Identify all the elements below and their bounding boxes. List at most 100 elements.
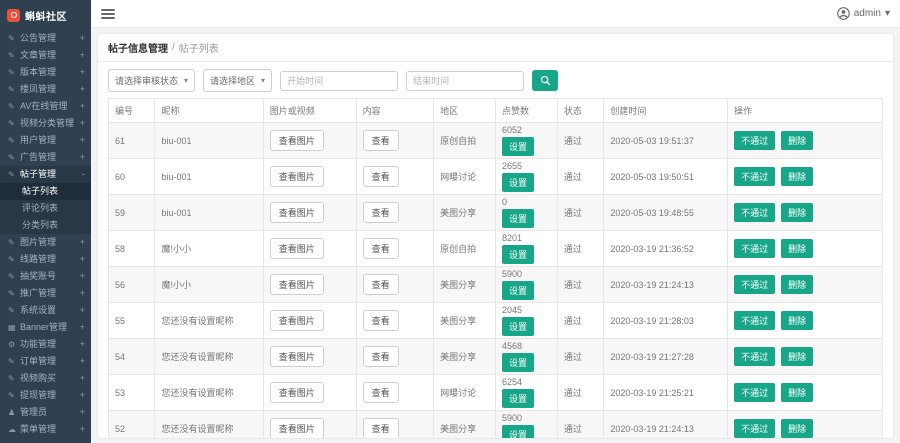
sidebar-item-文章管理[interactable]: ✎ 文章管理 +: [0, 47, 91, 64]
edit-icon: ✎: [8, 119, 15, 128]
sidebar-item-图片管理[interactable]: ✎ 图片管理 +: [0, 234, 91, 251]
reject-button[interactable]: 不通过: [734, 131, 776, 150]
expand-icon: +: [79, 424, 85, 434]
sidebar-item-系统设置[interactable]: ✎ 系统设置 +: [0, 302, 91, 319]
delete-button[interactable]: 删除: [781, 239, 814, 258]
set-likes-button[interactable]: 设置: [501, 425, 534, 438]
breadcrumb-separator: /: [172, 42, 175, 53]
reject-button[interactable]: 不通过: [734, 347, 776, 366]
sidebar-item-楼凤管理[interactable]: ✎ 楼凤管理 +: [0, 81, 91, 98]
sidebar-item-抽奖账号[interactable]: ✎ 抽奖账号 +: [0, 268, 91, 285]
delete-button[interactable]: 删除: [781, 275, 814, 294]
set-likes-button[interactable]: 设置: [501, 137, 534, 156]
view-image-button[interactable]: 查看图片: [269, 346, 324, 367]
image-icon: ▦: [8, 323, 16, 332]
edit-icon: ✎: [8, 136, 15, 145]
sidebar-item-订单管理[interactable]: ✎ 订单管理 +: [0, 353, 91, 370]
reject-button[interactable]: 不通过: [734, 203, 776, 222]
sidebar-item-label: 线路管理: [20, 254, 57, 264]
sidebar-item-公告管理[interactable]: ✎ 公告管理 +: [0, 30, 91, 47]
set-likes-button[interactable]: 设置: [501, 245, 534, 264]
view-content-button[interactable]: 查看: [362, 166, 399, 187]
sidebar-item-版本管理[interactable]: ✎ 版本管理 +: [0, 64, 91, 81]
status-select-value: 请选择审核状态: [115, 76, 179, 86]
reject-button[interactable]: 不通过: [734, 383, 776, 402]
menu-toggle-icon[interactable]: [101, 7, 115, 21]
view-image-button[interactable]: 查看图片: [269, 418, 324, 438]
edit-icon: ✎: [8, 102, 15, 111]
sidebar-subitem-分类列表[interactable]: 分类列表: [22, 220, 59, 230]
expand-icon: +: [79, 356, 85, 366]
reject-button[interactable]: 不通过: [734, 167, 776, 186]
view-content-button[interactable]: 查看: [362, 130, 399, 151]
sidebar-item-Banner管理[interactable]: ▦ Banner管理 +: [0, 319, 91, 336]
sidebar-item-AV在线管理[interactable]: ✎ AV在线管理 +: [0, 98, 91, 115]
search-button[interactable]: [532, 70, 559, 91]
view-content-button[interactable]: 查看: [362, 202, 399, 223]
delete-button[interactable]: 删除: [781, 311, 814, 330]
set-likes-button[interactable]: 设置: [501, 317, 534, 336]
reject-button[interactable]: 不通过: [734, 239, 776, 258]
view-image-button[interactable]: 查看图片: [269, 130, 324, 151]
sidebar-item-菜单管理[interactable]: ☁ 菜单管理 +: [0, 421, 91, 438]
delete-button[interactable]: 删除: [781, 167, 814, 186]
sidebar-subitem-评论列表[interactable]: 评论列表: [22, 203, 59, 213]
view-image-button[interactable]: 查看图片: [269, 202, 324, 223]
delete-button[interactable]: 删除: [781, 419, 814, 438]
delete-button[interactable]: 删除: [781, 131, 814, 150]
sidebar-item-label: 视频购买: [20, 373, 57, 383]
sidebar-item-label: 帖子管理: [20, 169, 57, 179]
post-region: 美图分享: [433, 338, 496, 375]
set-likes-button[interactable]: 设置: [501, 173, 534, 192]
set-likes-button[interactable]: 设置: [501, 209, 534, 228]
sidebar-item-label: 订单管理: [20, 356, 57, 366]
set-likes-button[interactable]: 设置: [501, 389, 534, 408]
end-time-input[interactable]: [406, 70, 525, 91]
sidebar-item-视频分类管理[interactable]: ✎ 视频分类管理 +: [0, 115, 91, 132]
delete-button[interactable]: 删除: [781, 347, 814, 366]
view-image-button[interactable]: 查看图片: [269, 274, 324, 295]
sidebar-item-线路管理[interactable]: ✎ 线路管理 +: [0, 251, 91, 268]
post-nickname: 您还没有设置昵称: [154, 338, 264, 375]
view-content-button[interactable]: 查看: [362, 382, 399, 403]
delete-button[interactable]: 删除: [781, 383, 814, 402]
sidebar-item-帖子管理[interactable]: ✎ 帖子管理 -: [0, 166, 91, 183]
sidebar-item-label: 提现管理: [20, 390, 57, 400]
sidebar-item-用户管理[interactable]: ✎ 用户管理 +: [0, 132, 91, 149]
set-likes-button[interactable]: 设置: [501, 353, 534, 372]
start-time-input[interactable]: [280, 70, 399, 91]
view-content-button[interactable]: 查看: [362, 274, 399, 295]
sidebar-item-提现管理[interactable]: ✎ 提现管理 +: [0, 387, 91, 404]
view-content-button[interactable]: 查看: [362, 418, 399, 438]
edit-icon: ✎: [8, 255, 15, 264]
status-text: 通过: [556, 266, 605, 303]
sidebar-item-管理员[interactable]: ♟ 管理员 +: [0, 404, 91, 421]
sidebar-item-推广管理[interactable]: ✎ 推广管理 +: [0, 285, 91, 302]
user-menu[interactable]: admin ▾: [836, 7, 890, 20]
status-select[interactable]: 请选择审核状态 ▾: [108, 69, 196, 92]
sidebar-item-广告管理[interactable]: ✎ 广告管理 +: [0, 149, 91, 166]
edit-icon: ✎: [8, 391, 15, 400]
sidebar-item-label: 版本管理: [20, 67, 57, 77]
view-image-button[interactable]: 查看图片: [269, 238, 324, 259]
post-region: 原创自拍: [433, 230, 496, 267]
main-area: admin ▾ 帖子信息管理 / 帖子列表 请选择审核状态 ▾ 请选择地区: [91, 0, 900, 443]
region-select[interactable]: 请选择地区 ▾: [203, 69, 273, 92]
view-content-button[interactable]: 查看: [362, 310, 399, 331]
delete-button[interactable]: 删除: [781, 203, 814, 222]
post-region: 网曝讨论: [433, 374, 496, 411]
set-likes-button[interactable]: 设置: [501, 281, 534, 300]
reject-button[interactable]: 不通过: [734, 419, 776, 438]
view-image-button[interactable]: 查看图片: [269, 310, 324, 331]
sidebar-subitem-帖子列表[interactable]: 帖子列表: [0, 183, 91, 200]
view-image-button[interactable]: 查看图片: [269, 166, 324, 187]
view-content-button[interactable]: 查看: [362, 238, 399, 259]
reject-button[interactable]: 不通过: [734, 275, 776, 294]
view-image-button[interactable]: 查看图片: [269, 382, 324, 403]
edit-icon: ✎: [8, 306, 15, 315]
view-content-button[interactable]: 查看: [362, 346, 399, 367]
sidebar-item-视频购买[interactable]: ✎ 视频购买 +: [0, 370, 91, 387]
reject-button[interactable]: 不通过: [734, 311, 776, 330]
sidebar-item-功能管理[interactable]: ⚙ 功能管理 +: [0, 336, 91, 353]
